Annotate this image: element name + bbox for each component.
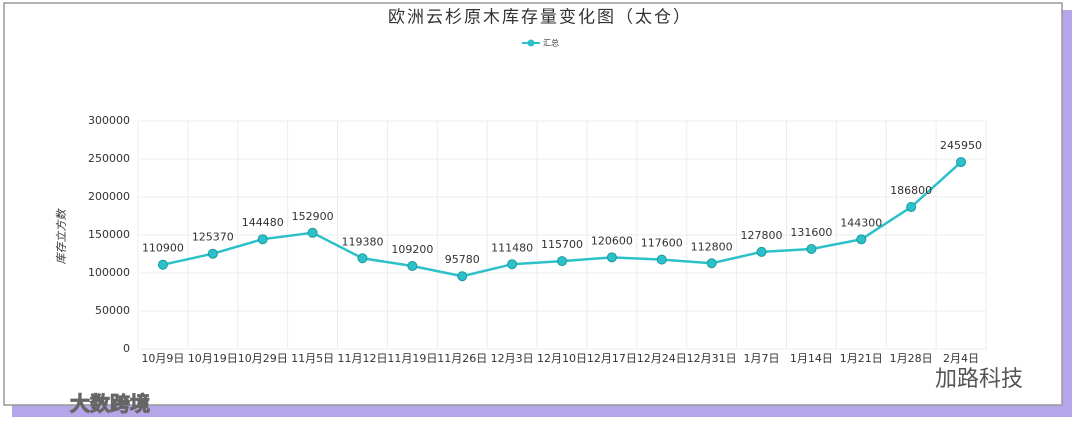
legend-marker [527,39,535,47]
y-tick-label: 0 [123,342,130,355]
data-label: 125370 [192,231,234,244]
data-label: 117600 [641,237,683,250]
data-point [457,271,468,282]
data-label: 111480 [491,241,533,254]
data-point [656,254,667,265]
data-label: 144480 [242,216,284,229]
x-tick-label: 10月9日 [141,352,184,365]
x-tick-label: 1月14日 [790,352,833,365]
data-point [407,261,418,272]
data-point [906,202,917,213]
x-tick-label: 2月4日 [943,352,979,365]
data-point [157,259,168,270]
x-tick-label: 11月26日 [437,352,487,365]
data-point [507,259,518,270]
x-tick-label: 11月12日 [337,352,387,365]
y-tick-label: 100000 [88,266,130,279]
x-tick-label: 11月19日 [387,352,437,365]
data-label: 95780 [445,253,480,266]
data-label: 144300 [840,216,882,229]
data-label: 131600 [790,226,832,239]
data-label: 112800 [691,240,733,253]
data-label: 152900 [292,210,334,223]
data-label: 115700 [541,238,583,251]
data-point [307,227,318,238]
y-tick-label: 50000 [95,304,130,317]
data-point [806,243,817,254]
data-label: 245950 [940,139,982,152]
x-tick-label: 12月17日 [587,352,637,365]
x-tick-label: 12月24日 [637,352,687,365]
y-axis-label: 库存立方数 [55,208,68,265]
x-tick-label: 1月21日 [840,352,883,365]
data-label: 119380 [341,235,383,248]
watermark: 大数跨境 [70,392,150,416]
watermark: 加路科技 [935,367,1023,392]
data-label: 120600 [591,234,633,247]
data-point [357,253,368,264]
chart-title: 欧洲云杉原木库存量变化图（太仓） [388,8,692,28]
data-point [706,258,717,269]
x-tick-label: 12月10日 [537,352,587,365]
x-tick-label: 12月3日 [491,352,534,365]
y-tick-label: 300000 [88,114,130,127]
data-label: 186800 [890,184,932,197]
x-tick-label: 1月7日 [744,352,780,365]
data-point [257,234,268,245]
x-tick-label: 10月29日 [238,352,288,365]
x-tick-label: 11月5日 [291,352,334,365]
y-tick-label: 250000 [88,152,130,165]
data-point [756,246,767,257]
x-tick-label: 10月19日 [188,352,238,365]
data-label: 127800 [741,229,783,242]
legend-label: 汇总 [543,38,559,48]
y-tick-label: 200000 [88,190,130,203]
data-point [956,157,967,168]
data-point [207,248,218,259]
data-label: 110900 [142,242,184,255]
data-point [557,256,567,267]
y-tick-label: 150000 [88,228,130,241]
data-point [606,252,617,263]
data-point [856,234,867,245]
x-tick-label: 12月31日 [687,352,737,365]
data-label: 109200 [391,243,433,256]
x-tick-label: 1月28日 [890,352,933,365]
frame [3,2,1063,406]
